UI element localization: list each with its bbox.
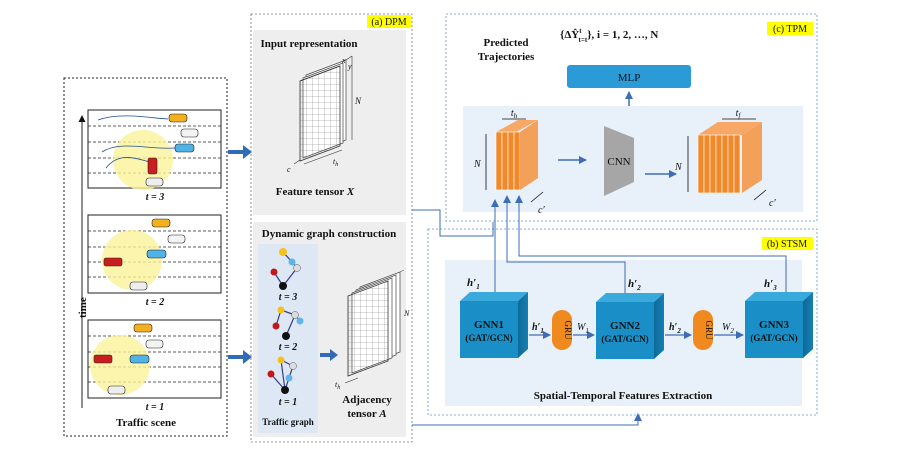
c-right-label: c′ xyxy=(769,198,776,209)
tpm-panel: (c) TPM Predicted Trajectories {ΔŶt t=t},… xyxy=(445,13,818,222)
h3-to-tpm-connector xyxy=(515,195,787,292)
feature-tensor-label: Feature tensor X xyxy=(276,186,355,198)
adjacency-label-line2: tensor A xyxy=(347,408,386,420)
mlp-block xyxy=(567,65,691,88)
h1-mid-label: h′1 xyxy=(532,322,544,335)
car-black xyxy=(145,177,164,187)
cnn-label: CNN xyxy=(607,156,630,168)
gnn1-label: GNN1 xyxy=(474,319,504,331)
scene-frame-t2: t = 2 xyxy=(87,214,222,308)
gru1-label: GRU xyxy=(563,320,573,340)
graph-to-adjacency-arrow xyxy=(320,349,338,361)
axis-th-label: th xyxy=(333,157,338,168)
stsm-tag xyxy=(762,237,813,250)
axis-n-label: N xyxy=(354,96,362,106)
c-left-label: c′ xyxy=(538,205,545,216)
graph-step-label: t = 3 xyxy=(279,292,297,303)
tpm-tag-text: (c) TPM xyxy=(773,24,807,35)
gru2-label: GRU xyxy=(704,320,714,340)
scene-to-dpm-arrow-bottom xyxy=(228,350,252,364)
scene-frame-t3: t = 3 xyxy=(87,109,222,203)
output-feature-stack xyxy=(697,122,762,194)
time-axis-label: time xyxy=(77,297,89,318)
gru1-block xyxy=(552,310,572,350)
traffic-scene-caption: Traffic scene xyxy=(116,417,176,429)
axis-y-label: y xyxy=(347,62,352,71)
gru2-block xyxy=(693,310,713,350)
tpm-tf-label: tf xyxy=(736,108,742,120)
axis-c-label: c xyxy=(287,165,291,174)
frame-label: t = 2 xyxy=(146,297,164,308)
car-yellow xyxy=(168,113,188,123)
axis-x-label: x xyxy=(341,56,346,65)
gnn1-sub-label: (GAT/GCN) xyxy=(465,333,512,343)
traffic-scene-panel: time t = 3 xyxy=(63,77,228,437)
input-representation-title: Input representation xyxy=(260,38,357,50)
mlp-label: MLP xyxy=(618,72,641,84)
feature-tensor-graphic: x y N c th xyxy=(287,55,362,174)
w2-label: W2 xyxy=(722,322,734,335)
w1-label: W1 xyxy=(577,322,589,335)
dpm-tag xyxy=(367,15,411,28)
gnn2-label: GNN2 xyxy=(610,320,640,332)
n-left-label: N xyxy=(473,159,482,170)
tpm-th-label: th xyxy=(511,108,518,120)
adjacency-tensor-graphic: N th xyxy=(335,269,410,391)
traffic-graph-caption: Traffic graph xyxy=(262,417,314,427)
adj-axis-th-label: th xyxy=(335,380,340,391)
dpm-to-tpm-connector xyxy=(412,209,494,237)
adj-axis-n-label: N xyxy=(403,309,410,318)
gnn1-block: GNN1 (GAT/GCN) xyxy=(460,292,528,358)
dpm-panel: (a) DPM Input representation x y N c th … xyxy=(250,13,413,443)
stsm-caption: Spatial-Temporal Features Extraction xyxy=(534,390,712,402)
n-right-label: N xyxy=(674,162,683,173)
h1-top-label: h′1 xyxy=(467,277,480,291)
h2-top-label: h′2 xyxy=(628,278,641,292)
dpm-tag-text: (a) DPM xyxy=(371,17,406,28)
gnn3-label: GNN3 xyxy=(759,319,789,331)
scene-to-dpm-arrow-top xyxy=(228,145,252,159)
h2-mid-label: h′2 xyxy=(669,322,681,335)
frame-label: t = 3 xyxy=(146,192,164,203)
frame-label: t = 1 xyxy=(146,402,164,413)
gnn3-sub-label: (GAT/GCN) xyxy=(750,333,797,343)
stsm-tag-text: (b) STSM xyxy=(767,239,807,250)
scene-frame-t1: t = 1 xyxy=(87,319,222,413)
car-white xyxy=(180,128,199,138)
gnn3-block: GNN3 (GAT/GCN) xyxy=(745,292,813,358)
predicted-label-line1: Predicted xyxy=(483,37,528,49)
input-feature-stack xyxy=(495,120,538,191)
graph-t2 xyxy=(272,306,304,340)
h3-top-label: h′3 xyxy=(764,278,777,292)
graph-step-label: t = 2 xyxy=(279,342,297,353)
graph-t1 xyxy=(267,356,297,394)
tpm-tag xyxy=(767,22,813,35)
cnn-block xyxy=(604,126,634,196)
graph-t3 xyxy=(270,248,301,290)
gnn2-block: GNN2 (GAT/GCN) xyxy=(596,293,664,359)
adjacency-label-line1: Adjacency xyxy=(342,394,392,406)
graph-step-label: t = 1 xyxy=(279,397,297,408)
car-blue xyxy=(174,143,195,153)
dynamic-graph-title: Dynamic graph construction xyxy=(262,228,396,240)
prediction-formula: {ΔŶt t=t}, i = 1, 2, …, N xyxy=(560,27,658,44)
predicted-label-line2: Trajectories xyxy=(478,51,535,63)
car-red xyxy=(147,157,158,175)
h2-to-tpm-connector xyxy=(503,195,626,293)
gnn2-sub-label: (GAT/GCN) xyxy=(601,334,648,344)
stsm-panel: (b) STSM GNN1 (GAT/GCN) GNN2 (GAT/GCN) G… xyxy=(427,228,818,416)
dpm-to-stsm-connector xyxy=(412,413,642,426)
